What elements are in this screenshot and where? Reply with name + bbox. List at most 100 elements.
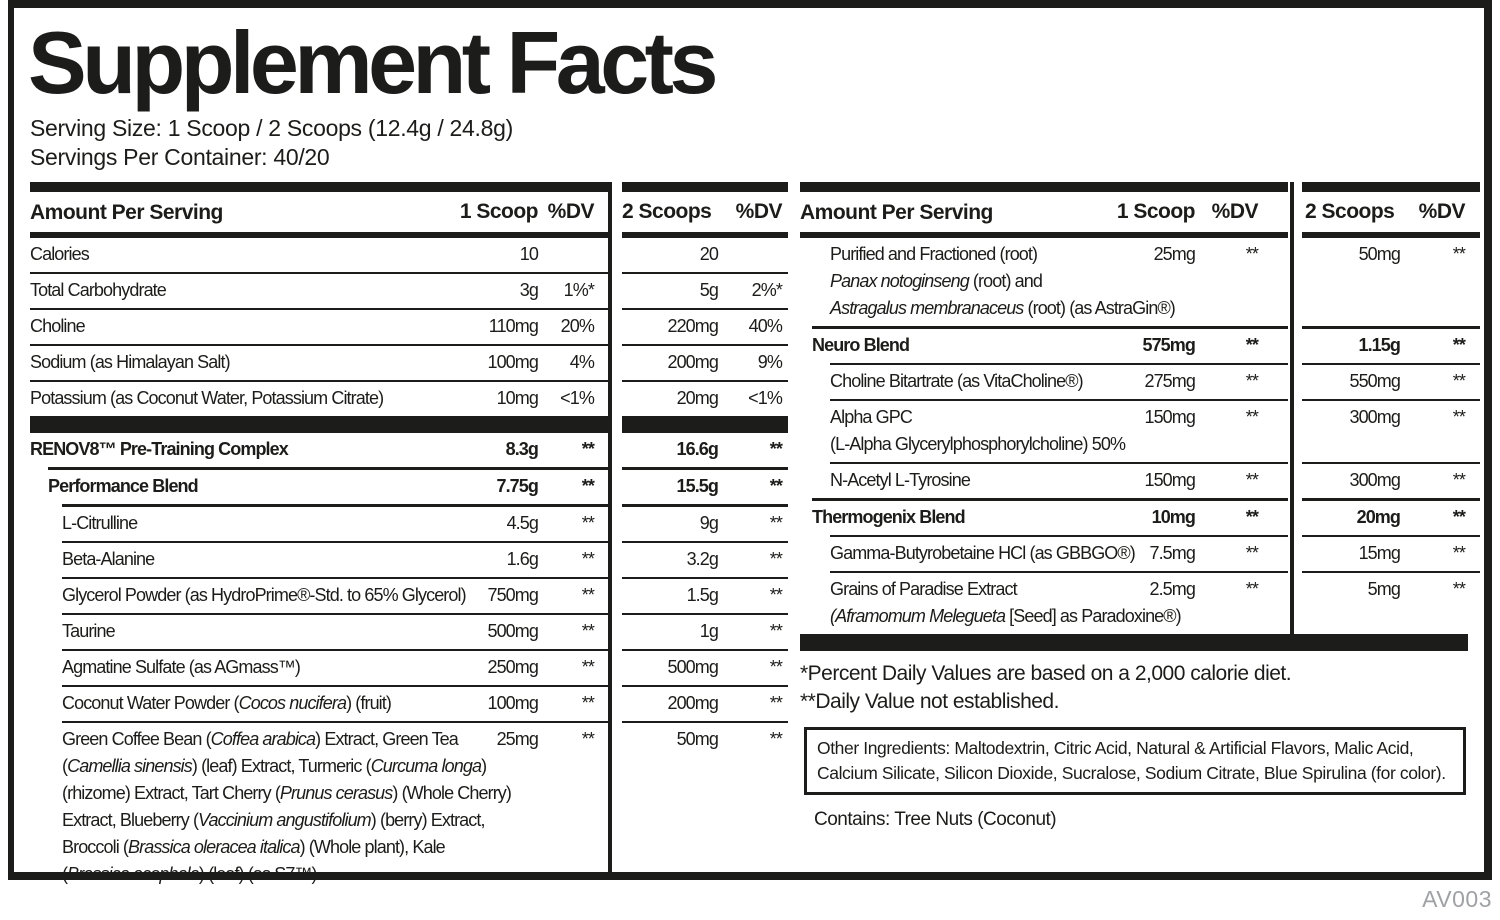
ingredient-name: Beta-Alanine <box>62 549 155 569</box>
ingredient-name: Sodium (as Himalayan Salt) <box>30 352 231 372</box>
dv-2scoops: ** <box>1452 507 1466 527</box>
dv-1scoop: <1% <box>560 388 595 408</box>
amount-1scoop: 110mg <box>488 316 539 336</box>
ingredient-name: Agmatine Sulfate (as AGmass™) <box>62 657 301 677</box>
section-divider-bar <box>30 416 788 433</box>
ingredient-row: RENOV8™ Pre-Training Complex 8.3g ** 16.6g *… <box>30 433 788 467</box>
amount-1scoop: 100mg <box>487 352 538 372</box>
dv-1scoop: ** <box>581 657 595 677</box>
left-column-divider <box>608 182 612 872</box>
serving-size-text: Serving Size: 1 Scoop / 2 Scoops (12.4g … <box>30 115 513 141</box>
ingredient-row: Glycerol Powder (as HydroPrime®-Std. to … <box>30 577 788 613</box>
dv-1scoop: ** <box>581 439 595 459</box>
dv-2scoops: ** <box>1452 543 1466 563</box>
column-header-dv: %DV <box>735 200 783 223</box>
column-header-2scoops: 2 Scoops <box>622 200 712 223</box>
column-header-amount: Amount Per Serving <box>30 201 223 224</box>
ingredient-row: Gamma-Butyrobetaine HCl (as GBBGO®) 7.5mg… <box>800 535 1480 571</box>
dv-2scoops: ** <box>769 585 783 605</box>
column-header-dv: %DV <box>1418 200 1466 223</box>
dv-2scoops: ** <box>1452 579 1466 599</box>
amount-1scoop: 4.5g <box>506 513 539 533</box>
ingredient-name: Choline Bitartrate (as VitaCholine®) <box>830 371 1084 391</box>
ingredient-row: Thermogenix Blend 10mg ** 20mg ** <box>800 498 1480 535</box>
dv-2scoops: ** <box>769 621 783 641</box>
header-bar-segment <box>1302 182 1480 192</box>
amount-1scoop: 575mg <box>1142 335 1195 355</box>
ingredient-name: Coconut Water Powder (Cocos nucifera) (f… <box>62 693 392 713</box>
other-ingredients-box: Other Ingredients: Maltodextrin, Citric … <box>804 727 1466 795</box>
amount-2scoops: 3.2g <box>686 549 719 569</box>
ingredient-row: Performance Blend 7.75g ** 15.5g ** <box>30 467 788 504</box>
column-header-2scoops: 2 Scoops <box>1305 200 1395 223</box>
amount-1scoop: 500mg <box>487 621 538 641</box>
amount-1scoop: 7.75g <box>496 476 538 496</box>
ingredient-row: Grains of Paradise Extract (Aframomum Mel… <box>800 571 1480 634</box>
dv-1scoop: ** <box>1245 371 1259 391</box>
ingredient-row: Sodium (as Himalayan Salt) 100mg 4% 200mg 9% <box>30 344 788 380</box>
amount-2scoops: 5mg <box>1367 579 1401 599</box>
amount-1scoop: 10mg <box>496 388 539 408</box>
dv-1scoop: ** <box>581 513 595 533</box>
dv-2scoops: ** <box>769 549 783 569</box>
dv-1scoop: ** <box>581 585 595 605</box>
amount-1scoop: 250mg <box>487 657 538 677</box>
right-table: Amount Per Serving 1 Scoop %DV 2 Scoops … <box>800 182 1480 892</box>
servings-per-container-text: Servings Per Container: 40/20 <box>30 144 330 170</box>
dv-1scoop: ** <box>581 729 595 749</box>
ingredient-name: Choline <box>30 316 86 336</box>
ingredient-name: Calories <box>30 244 90 264</box>
right-table-rows: Purified and Fractioned (root) Panax noto… <box>800 238 1480 634</box>
amount-1scoop: 10 <box>519 244 539 264</box>
dv-1scoop: ** <box>1245 470 1259 490</box>
amount-2scoops: 200mg <box>667 693 718 713</box>
ingredient-name: Performance Blend <box>48 476 199 496</box>
dv-1scoop: ** <box>581 693 595 713</box>
page-title: Supplement Facts <box>28 13 718 112</box>
dv-1scoop: ** <box>1245 579 1259 599</box>
supplement-facts-label: Supplement Facts Serving Size: 1 Scoop /… <box>8 0 1492 884</box>
amount-2scoops: 220mg <box>667 316 718 336</box>
amount-1scoop: 150mg <box>1144 470 1195 490</box>
amount-1scoop: 3g <box>519 280 539 300</box>
amount-2scoops: 550mg <box>1349 371 1400 391</box>
column-header-dv: %DV <box>1211 200 1259 223</box>
dv-1scoop: ** <box>1245 543 1259 563</box>
amount-2scoops: 20mg <box>1356 507 1401 527</box>
ingredient-name: Gamma-Butyrobetaine HCl (as GBBGO®) <box>830 543 1136 563</box>
amount-1scoop: 750mg <box>487 585 538 605</box>
ingredient-name: L-Citrulline <box>62 513 138 533</box>
amount-2scoops: 300mg <box>1349 407 1400 427</box>
right-table-bottom-bar <box>800 634 1468 651</box>
column-header-amount: Amount Per Serving <box>800 201 993 224</box>
ingredient-row: Alpha GPC (L-Alpha Glycerylphosphorylchol… <box>800 399 1480 462</box>
amount-2scoops: 1.5g <box>686 585 719 605</box>
ingredient-row: Total Carbohydrate 3g 1%* 5g 2%* <box>30 272 788 308</box>
ingredient-name: Purified and Fractioned (root) Panax noto… <box>830 244 1176 318</box>
right-table-header-bar <box>800 182 1480 192</box>
column-header-1scoop: 1 Scoop <box>1116 200 1196 223</box>
ingredient-name: Grains of Paradise Extract (Aframomum Mel… <box>830 579 1182 626</box>
amount-2scoops: 50mg <box>676 729 719 749</box>
ingredient-name: N-Acetyl L-Tyrosine <box>830 470 971 490</box>
amount-1scoop: 8.3g <box>505 439 539 459</box>
ingredient-row: Taurine 500mg ** 1g ** <box>30 613 788 649</box>
dv-2scoops: 40% <box>748 316 783 336</box>
dv-2scoops: ** <box>1452 335 1466 355</box>
dv-2scoops: ** <box>769 693 783 713</box>
amount-1scoop: 275mg <box>1144 371 1195 391</box>
header-bar-segment <box>622 182 788 192</box>
amount-2scoops: 16.6g <box>676 439 718 459</box>
contains-note: Contains: Tree Nuts (Coconut) <box>814 809 1057 830</box>
amount-1scoop: 2.5mg <box>1149 579 1195 599</box>
column-header-dv: %DV <box>547 200 595 223</box>
ingredient-row: Purified and Fractioned (root) Panax noto… <box>800 238 1480 326</box>
dv-2scoops: ** <box>1452 371 1466 391</box>
amount-1scoop: 25mg <box>496 729 539 749</box>
right-table-header: Amount Per Serving 1 Scoop %DV 2 Scoops … <box>800 192 1480 238</box>
ingredient-row: Beta-Alanine 1.6g ** 3.2g ** <box>30 541 788 577</box>
amount-1scoop: 100mg <box>487 693 538 713</box>
dv-2scoops: ** <box>1452 244 1466 264</box>
amount-2scoops: 5g <box>699 280 719 300</box>
amount-2scoops: 20mg <box>676 388 719 408</box>
